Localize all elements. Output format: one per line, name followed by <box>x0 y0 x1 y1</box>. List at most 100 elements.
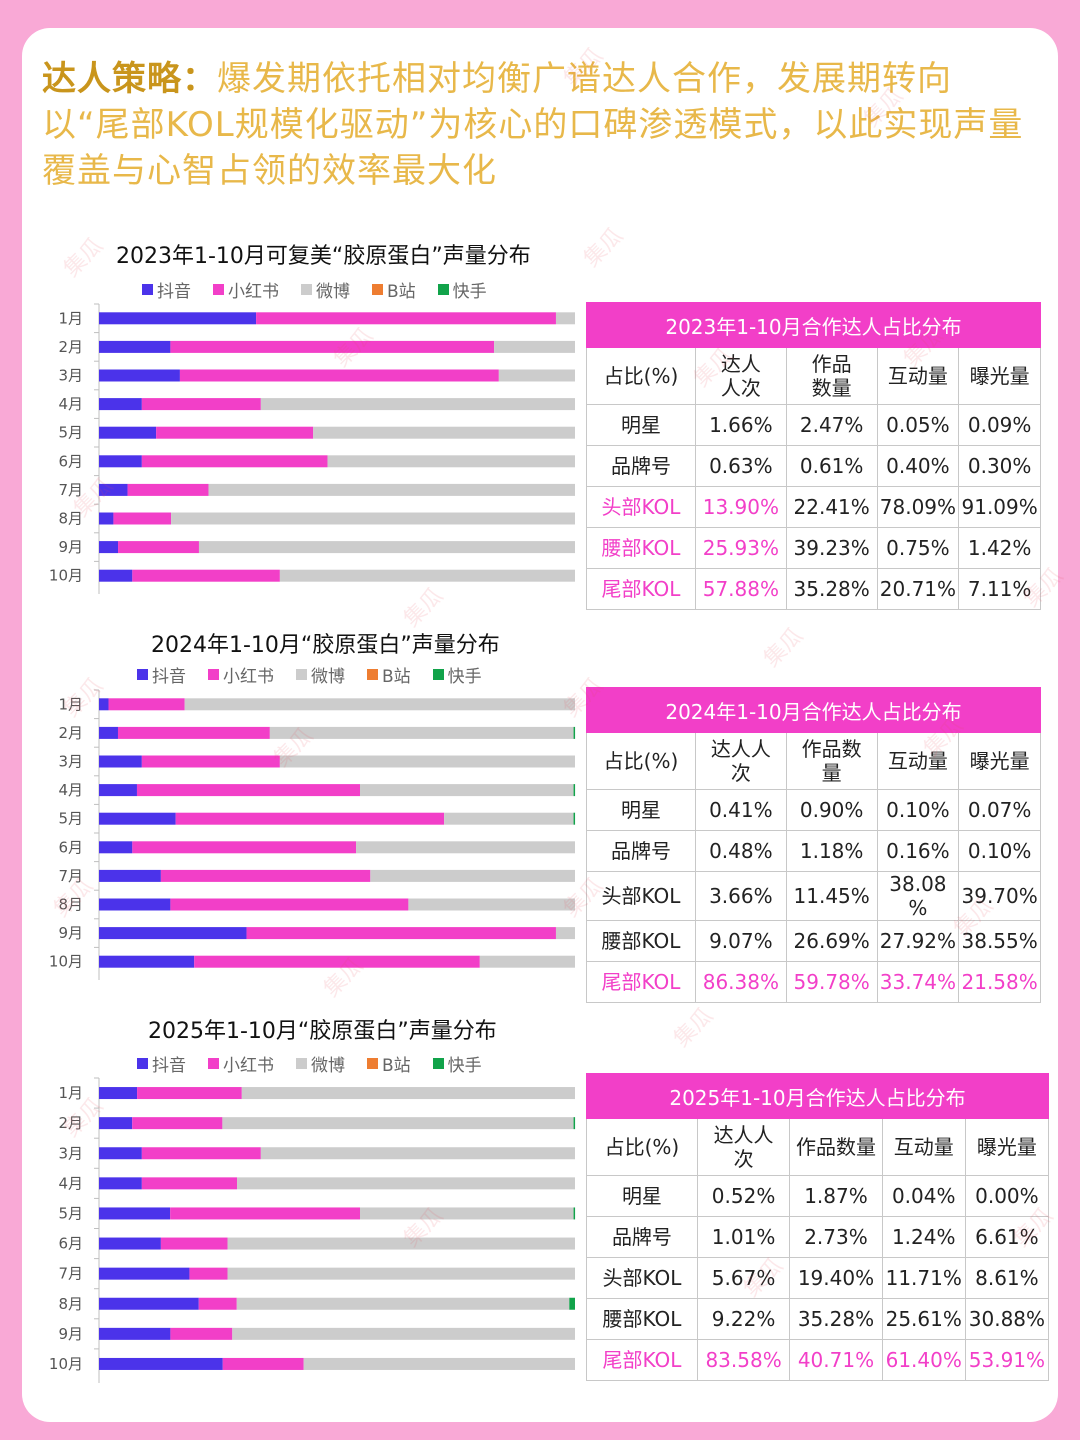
table-row: 品牌号 0.48% 1.18% 0.16% 0.10% <box>586 830 1041 872</box>
table-cell: 0.41% <box>694 789 787 831</box>
y-tick-label: 6月 <box>58 838 83 856</box>
bar-segment-xiaohongshu <box>132 569 280 582</box>
table-cell: 35.28% <box>789 1298 883 1340</box>
table-cell: 0.90% <box>785 789 878 831</box>
legend-swatch <box>437 284 449 295</box>
table-row: 尾部KOL 57.88% 35.28% 20.71% 7.11% <box>586 568 1041 610</box>
bar-segment-douyin <box>99 1327 171 1340</box>
table-cell: 57.88% <box>694 568 787 610</box>
row-label: 尾部KOL <box>586 1339 698 1381</box>
table-cell: 2.73% <box>789 1216 883 1258</box>
legend-swatch <box>296 1058 307 1069</box>
legend-swatch <box>213 284 224 295</box>
distribution-table-2023: 2023年1-10月合作达人占比分布 占比(%) 达人 人次 作品 数量 互动量 曝光量明… <box>586 302 1041 610</box>
bar-segment-weibo <box>227 1237 575 1250</box>
table-cell: 11.71% <box>881 1257 966 1299</box>
legend-swatch <box>208 669 219 680</box>
table-cell: 1.18% <box>785 830 878 872</box>
legend-label: 微博 <box>311 1056 345 1076</box>
chart-legend-2023: 抖音 小红书 微博 B站 快手 <box>142 277 487 302</box>
bar-segment-weibo <box>313 426 575 439</box>
y-tick-label: 7月 <box>58 481 83 499</box>
table-cell: 5.67% <box>696 1257 791 1299</box>
legend-item-weibo: 微博 <box>296 1051 345 1076</box>
bar-segment-xiaohongshu <box>256 312 556 325</box>
table-cell: 20.71% <box>876 568 960 610</box>
table-cell: 1.87% <box>789 1175 883 1217</box>
bar-segment-douyin <box>99 483 128 496</box>
table-cell: 22.41% <box>785 486 878 528</box>
legend-label: 抖音 <box>152 667 186 687</box>
legend-swatch <box>296 669 307 680</box>
bar-segment-douyin <box>99 1207 171 1220</box>
y-tick-label: 3月 <box>58 1144 83 1162</box>
bar-segment-xiaohongshu <box>118 541 199 554</box>
legend-swatch <box>432 669 444 680</box>
y-tick-label: 6月 <box>58 452 83 470</box>
bar-segment-weibo <box>279 755 575 768</box>
bar-segment-xiaohongshu <box>137 1087 242 1100</box>
y-tick-label: 8月 <box>58 1295 83 1313</box>
headline: 达人策略：爆发期依托相对均衡广谱达人合作，发展期转向以“尾部KOL规模化驱动”为… <box>42 56 1032 194</box>
bar-segment-xiaohongshu <box>160 869 371 882</box>
legend-swatch <box>367 669 378 680</box>
legend-label: 小红书 <box>223 667 274 687</box>
column-header: 作品数 量 <box>785 732 878 790</box>
bar-segment-douyin <box>99 812 176 825</box>
y-tick-label: 3月 <box>58 367 83 385</box>
table-cell: 27.92% <box>876 920 960 962</box>
legend-item-douyin: 抖音 <box>142 277 191 302</box>
bar-segment-douyin <box>99 898 171 911</box>
bar-segment-weibo <box>279 569 575 582</box>
legend-label: 抖音 <box>157 282 191 302</box>
table-cell: 8.61% <box>964 1257 1050 1299</box>
legend-item-xiaohongshu: 小红书 <box>213 277 279 302</box>
column-header: 占比(%) <box>586 732 696 790</box>
bar-segment-kuaishou <box>573 812 576 825</box>
bar-segment-kuaishou <box>569 1297 575 1310</box>
legend-label: 快手 <box>447 667 482 687</box>
y-tick-label: 8月 <box>58 510 83 528</box>
legend-item-xiaohongshu: 小红书 <box>208 662 274 687</box>
column-header: 曝光量 <box>964 1118 1050 1176</box>
row-label: 腰部KOL <box>586 920 696 962</box>
row-label: 腰部KOL <box>586 527 696 569</box>
distribution-table-2025: 2025年1-10月合作达人占比分布 占比(%) 达人人 次作品数量 互动量 曝光量 明星… <box>586 1073 1050 1381</box>
legend-swatch <box>372 284 383 295</box>
bar-segment-weibo <box>171 512 575 525</box>
row-label: 品牌号 <box>586 445 696 487</box>
headline-label: 达人策略： <box>42 59 217 99</box>
table-cell: 0.40% <box>876 445 960 487</box>
bar-segment-douyin <box>99 726 118 739</box>
y-tick-label: 5月 <box>58 810 83 828</box>
chart-legend-2024: 抖音 小红书 微博 B站 快手 <box>137 662 482 687</box>
bar-segment-weibo <box>260 1147 575 1160</box>
bar-segment-xiaohongshu <box>246 927 556 940</box>
column-header: 互动量 <box>881 1118 966 1176</box>
table-cell: 11.45% <box>785 871 878 921</box>
bar-segment-douyin <box>99 455 142 468</box>
bar-segment-douyin <box>99 955 195 968</box>
distribution-table-2024: 2024年1-10月合作达人占比分布 占比(%) 达人人 次作品数 量互动量 曝光量明… <box>586 687 1041 1003</box>
bar-segment-weibo <box>498 369 575 382</box>
bar-chart-2023: 1月 2月 3月 4月 5月 6月 7月 8月 9月 10月 <box>49 303 576 594</box>
column-header: 互动量 <box>876 732 960 790</box>
legend-swatch <box>208 1058 219 1069</box>
legend-label: 小红书 <box>228 282 279 302</box>
table-cell: 83.58% <box>696 1339 791 1381</box>
table-row: 头部KOL 3.66% 11.45% 38.08 % 39.70% <box>586 871 1041 921</box>
table-cell: 40.71% <box>789 1339 883 1381</box>
bar-segment-kuaishou <box>573 784 576 797</box>
table-cell: 59.78% <box>785 961 878 1003</box>
row-label: 品牌号 <box>586 1216 698 1258</box>
bar-segment-douyin <box>99 541 119 554</box>
column-header: 达人 人次 <box>694 347 787 405</box>
y-tick-label: 7月 <box>58 867 83 885</box>
bar-segment-weibo <box>237 1177 576 1190</box>
table-row: 头部KOL 5.67% 19.40% 11.71% 8.61% <box>586 1257 1050 1299</box>
bar-segment-weibo <box>184 698 575 711</box>
table-cell: 3.66% <box>694 871 787 921</box>
bar-segment-douyin <box>99 1147 142 1160</box>
row-label: 品牌号 <box>586 830 696 872</box>
table-row: 明星 1.66% 2.47% 0.05% 0.09% <box>586 404 1041 446</box>
